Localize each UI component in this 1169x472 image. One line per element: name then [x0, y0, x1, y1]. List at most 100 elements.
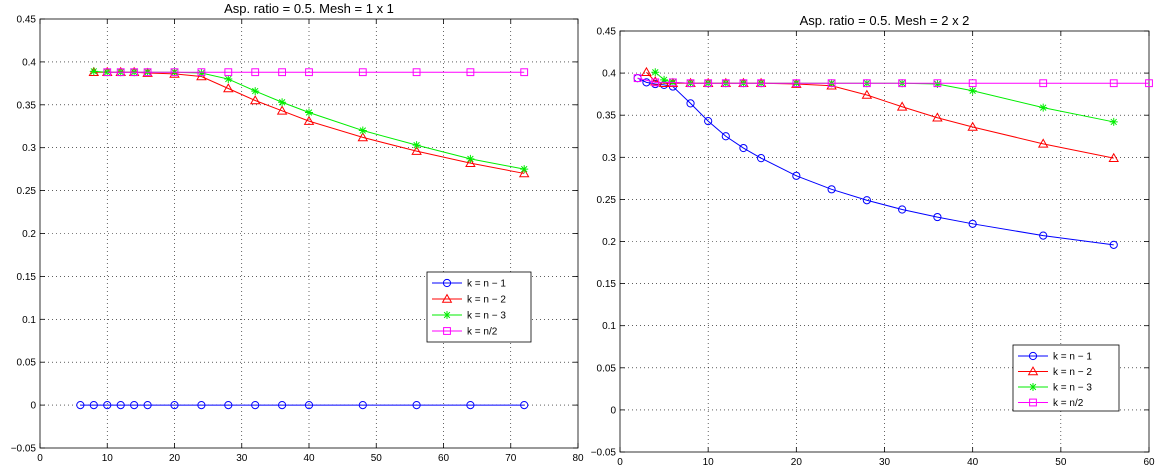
data-point	[412, 141, 421, 150]
data-point	[641, 66, 652, 77]
data-point	[251, 68, 260, 77]
data-point	[669, 78, 677, 87]
data-point	[968, 86, 977, 95]
x-tick-label: 40	[303, 453, 315, 464]
y-tick-label: 0.25	[17, 186, 37, 197]
legend: k = n − 1 k = n − 2 k = n − 3 k = n/2	[426, 271, 532, 343]
data-point	[756, 154, 766, 163]
data-point	[197, 68, 206, 77]
data-point	[169, 68, 180, 78]
chart-panel-2: 0 10 20 30 40 50 60−0.0500.050.10.150.20.250.3…	[591, 13, 1155, 468]
data-point	[933, 79, 942, 88]
data-point	[642, 78, 651, 87]
chart-title: Asp. ratio = 0.5. Mesh = 2 x 2	[800, 13, 970, 28]
data-point	[224, 75, 233, 84]
x-tick-label: 60	[1143, 457, 1155, 468]
legend-label: k = n/2	[1053, 398, 1084, 409]
data-point	[1109, 79, 1118, 88]
data-point	[358, 68, 367, 77]
data-point	[757, 79, 765, 88]
legend-label: k = n − 1	[1053, 352, 1092, 363]
data-point	[933, 212, 942, 222]
x-tick-label: 20	[169, 453, 181, 464]
x-tick-label: 0	[37, 453, 43, 464]
y-tick-label: 0.45	[17, 15, 37, 26]
data-point	[89, 401, 98, 410]
y-tick-label: 0	[610, 405, 616, 416]
legend-marker	[1029, 383, 1037, 391]
y-tick-label: 0.35	[17, 100, 37, 111]
x-tick-label: 30	[879, 457, 891, 468]
y-tick-label: 0.05	[17, 358, 37, 369]
data-point	[1039, 79, 1048, 88]
y-tick-label: 0.25	[597, 195, 617, 206]
data-point	[827, 185, 836, 194]
data-point	[1037, 138, 1049, 148]
data-point	[1145, 79, 1153, 88]
data-point	[739, 143, 748, 153]
data-point	[116, 401, 125, 410]
data-point	[704, 79, 713, 88]
data-point	[896, 101, 908, 111]
data-point	[1039, 231, 1048, 240]
data-point	[103, 401, 112, 410]
data-point	[651, 68, 660, 77]
data-point	[520, 68, 529, 77]
data-point	[792, 79, 801, 88]
data-point	[278, 68, 287, 77]
data-point	[130, 401, 139, 410]
y-tick-label: 0.4	[22, 57, 36, 68]
x-tick-label: 10	[703, 457, 715, 468]
data-point	[197, 401, 206, 410]
data-point	[278, 401, 287, 410]
data-point	[305, 68, 313, 77]
y-tick-label: 0.4	[602, 69, 616, 80]
legend-label: k = n − 3	[1053, 383, 1092, 394]
legend-label: k = n/2	[467, 327, 498, 338]
series-line	[637, 77, 1114, 246]
data-point	[518, 168, 530, 178]
legend-marker	[443, 311, 451, 319]
x-tick-label: 60	[438, 453, 450, 464]
data-point	[721, 132, 730, 141]
data-point	[197, 69, 206, 78]
data-point	[412, 68, 421, 77]
data-point	[249, 95, 261, 105]
data-point	[1109, 240, 1118, 249]
legend-marker	[1027, 366, 1039, 376]
data-point	[465, 157, 476, 167]
data-point	[739, 79, 748, 88]
data-point	[660, 75, 669, 84]
data-point	[466, 154, 475, 163]
data-point	[686, 99, 695, 108]
y-tick-label: 0.35	[597, 111, 617, 122]
y-tick-label: 0.45	[597, 27, 617, 38]
data-point	[520, 401, 529, 410]
x-tick-label: 50	[1055, 457, 1067, 468]
data-point	[1108, 152, 1119, 162]
data-point	[633, 74, 642, 83]
axis-ticks: 0 10 20 30 40 50 60 70 80−0.0500.050.10.150.20.2…	[11, 15, 584, 465]
legend-marker	[1029, 398, 1037, 407]
data-point	[411, 145, 422, 155]
data-point	[862, 196, 871, 205]
y-tick-label: −0.05	[591, 448, 617, 459]
data-point	[276, 105, 288, 115]
data-point	[932, 112, 943, 122]
legend-marker	[1028, 351, 1038, 361]
data-point	[251, 87, 260, 96]
data-point	[898, 79, 907, 88]
data-point	[143, 401, 152, 410]
y-tick-label: 0.3	[602, 153, 616, 164]
y-tick-label: 0.2	[602, 237, 616, 248]
x-tick-label: 0	[617, 457, 623, 468]
legend-label: k = n − 2	[1053, 367, 1092, 378]
data-point	[224, 401, 233, 410]
data-point	[861, 89, 873, 99]
data-point	[143, 68, 152, 77]
data-point	[792, 171, 801, 180]
data-point	[223, 83, 234, 93]
x-tick-label: 20	[791, 457, 803, 468]
